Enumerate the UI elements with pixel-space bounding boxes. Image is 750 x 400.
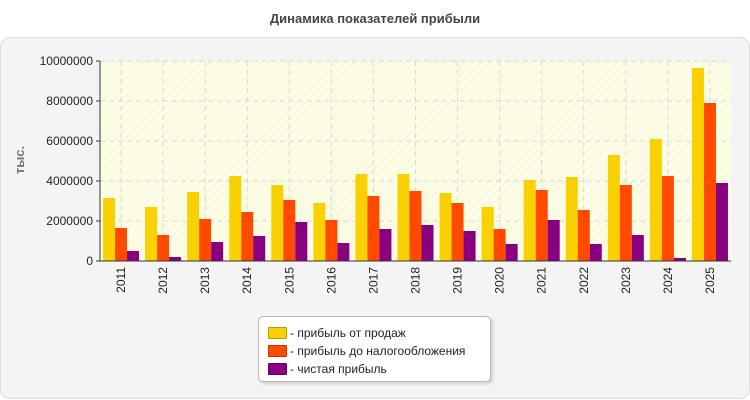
legend-item-pretax-profit: - прибыль до налогообложения (268, 343, 465, 359)
bar-2012-series-2 (157, 235, 170, 261)
bar-2014-series-3 (253, 236, 266, 261)
bar-2016-series-3 (337, 243, 350, 261)
x-tick-label: 2012 (156, 267, 170, 294)
bar-2024-series-3 (673, 258, 686, 261)
legend-swatch-sales-profit (268, 327, 287, 339)
legend-swatch-net-profit (268, 363, 287, 375)
x-tick-label: 2015 (282, 267, 296, 294)
bar-2014-series-2 (241, 212, 254, 261)
bar-2015-series-1 (271, 185, 284, 261)
bar-2014-series-1 (229, 176, 242, 261)
bar-2019-series-2 (451, 203, 464, 261)
bar-2024-series-1 (649, 139, 662, 261)
y-tick-label: 10000000 (40, 54, 94, 68)
bar-2022-series-2 (577, 210, 590, 261)
bar-2015-series-2 (283, 200, 296, 261)
x-tick-label: 2019 (451, 267, 465, 294)
bar-2022-series-1 (565, 177, 578, 261)
bar-2015-series-3 (295, 222, 308, 261)
legend-item-net-profit: - чистая прибыль (268, 361, 387, 377)
y-tick-label: 8000000 (46, 94, 93, 108)
bar-2011-series-3 (127, 251, 140, 261)
x-tick-label: 2024 (661, 267, 675, 294)
bar-2016-series-1 (313, 203, 326, 261)
legend: - прибыль от продаж - прибыль до налогоо… (258, 316, 491, 382)
bar-2020-series-3 (505, 244, 518, 261)
bar-2020-series-1 (481, 207, 494, 261)
x-tick-label: 2017 (366, 267, 380, 294)
legend-label-sales-profit: - прибыль от продаж (290, 326, 406, 340)
bar-2013-series-1 (187, 192, 200, 261)
bar-2013-series-3 (211, 242, 224, 261)
bar-2013-series-2 (199, 219, 212, 261)
bar-2025-series-3 (715, 183, 728, 261)
legend-item-sales-profit: - прибыль от продаж (268, 325, 406, 341)
bar-2022-series-3 (589, 244, 602, 261)
y-tick-label: 0 (86, 254, 93, 268)
bar-2021-series-3 (547, 220, 560, 261)
x-tick-label: 2025 (703, 267, 717, 294)
bar-2023-series-3 (631, 235, 644, 261)
bar-2018-series-3 (421, 225, 434, 261)
bar-2012-series-3 (169, 257, 182, 261)
bar-2019-series-3 (463, 231, 476, 261)
bar-2023-series-1 (607, 155, 620, 261)
x-tick-label: 2013 (198, 267, 212, 294)
legend-swatch-pretax-profit (268, 345, 287, 357)
bar-2011-series-2 (115, 228, 128, 261)
x-tick-label: 2011 (114, 267, 128, 293)
bar-2012-series-1 (145, 207, 158, 261)
bars (103, 68, 728, 261)
bar-2018-series-2 (409, 191, 422, 261)
bar-2020-series-2 (493, 229, 506, 261)
bar-2017-series-1 (355, 174, 368, 261)
y-axis-title: тыс. (12, 146, 27, 174)
x-tick-label: 2016 (324, 267, 338, 294)
bar-2025-series-1 (691, 68, 704, 261)
bar-2021-series-1 (523, 180, 536, 261)
legend-label-net-profit: - чистая прибыль (290, 362, 387, 376)
x-tick-label: 2022 (577, 267, 591, 294)
x-tick-label: 2023 (619, 267, 633, 294)
chart-title: Динамика показателей прибыли (269, 11, 481, 26)
bar-2025-series-2 (703, 103, 716, 261)
x-tick-label: 2018 (409, 267, 423, 294)
bar-2018-series-1 (397, 174, 410, 261)
bar-2021-series-2 (535, 190, 548, 261)
bar-2019-series-1 (439, 193, 452, 261)
axes: 0 2000000 4000000 6000000 8000000 10000000 201… (40, 54, 731, 294)
x-tick-label: 2020 (493, 267, 507, 294)
x-tick-label: 2014 (240, 267, 254, 294)
y-tick-label: 4000000 (46, 174, 93, 188)
x-tick-label: 2021 (535, 267, 549, 294)
bar-2016-series-2 (325, 220, 338, 261)
bar-2017-series-3 (379, 229, 392, 261)
legend-label-pretax-profit: - прибыль до налогообложения (290, 344, 466, 358)
y-tick-label: 2000000 (46, 214, 93, 228)
y-tick-label: 6000000 (46, 134, 93, 148)
bar-2024-series-2 (661, 176, 674, 261)
bar-2011-series-1 (103, 198, 116, 261)
bar-2017-series-2 (367, 196, 380, 261)
bar-2023-series-2 (619, 185, 632, 261)
